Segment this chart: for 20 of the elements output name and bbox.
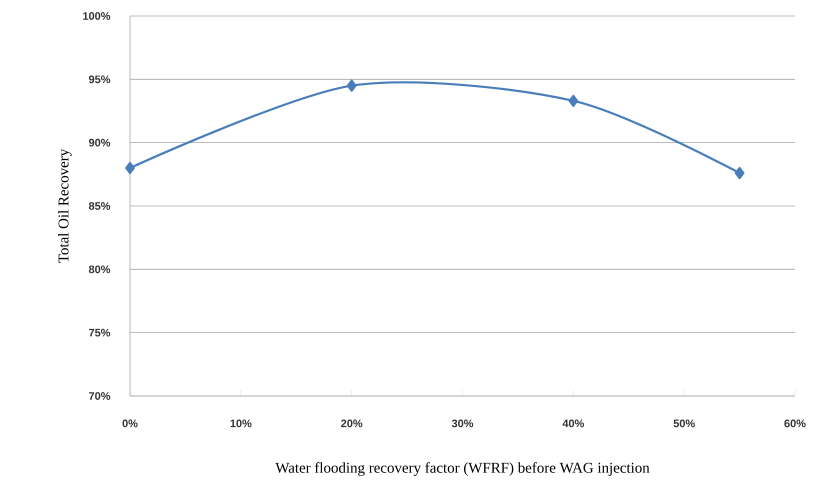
x-tick-label: 50%: [674, 420, 695, 428]
point: [125, 162, 135, 174]
point: [568, 94, 578, 107]
x-tick-label: 60%: [784, 420, 806, 428]
y-tick-label: 85%: [88, 202, 110, 210]
y-tick-label: 80%: [88, 265, 110, 274]
x-tick-label: 40%: [562, 420, 584, 428]
x-tick-label: 0%: [122, 420, 138, 428]
point: [346, 80, 357, 92]
y-tick-label: 90%: [88, 138, 110, 147]
y-tick-label: 70%: [89, 392, 110, 400]
y-tick-label: 100%: [83, 12, 110, 20]
y-tick-label: 95%: [88, 75, 110, 84]
x-axis-title: Water flooding recovery factor (WFRF) before WAG injection: [275, 462, 650, 476]
y-axis-title: Total Oil Recovery: [58, 148, 72, 263]
x-tick-label: 20%: [341, 420, 362, 428]
point: [734, 166, 744, 180]
y-tick-label: 75%: [89, 328, 110, 337]
x-tick-label: 10%: [230, 420, 252, 428]
x-tick-label: 30%: [452, 420, 474, 428]
